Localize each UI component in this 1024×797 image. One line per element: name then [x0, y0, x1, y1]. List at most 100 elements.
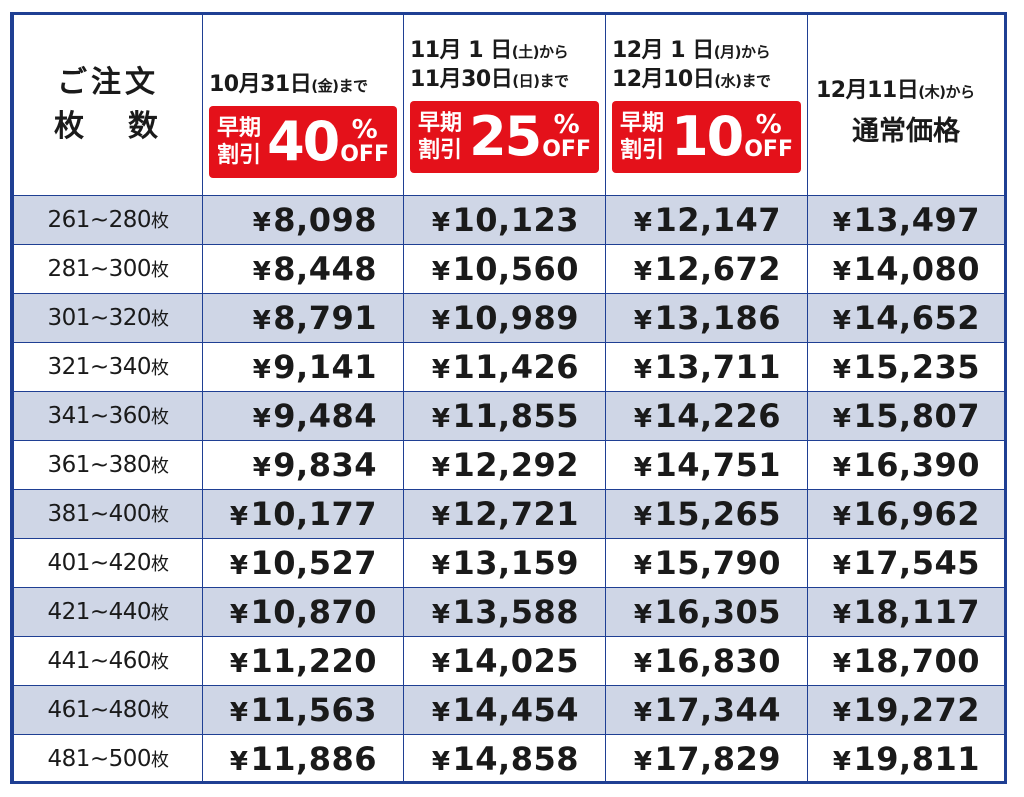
price-value: 19,811 — [853, 739, 980, 778]
yen-sign: ¥ — [633, 746, 653, 777]
price-value: 10,527 — [250, 543, 377, 582]
yen-sign: ¥ — [229, 648, 249, 679]
quantity-unit: 枚 — [151, 210, 169, 232]
price-cell-reg: ¥16,390 — [807, 439, 1005, 489]
price-value: 11,886 — [250, 739, 377, 778]
quantity-cell: 261~280枚 — [13, 194, 203, 244]
table-row: 441~460枚 ¥11,220 ¥14,025 ¥16,830 ¥18,700 — [13, 635, 1005, 685]
price-value: 14,858 — [452, 739, 579, 778]
price-value: 12,721 — [452, 494, 579, 533]
price-cell-p40: ¥10,870 — [202, 586, 404, 636]
period-weekday: (木)から — [918, 83, 975, 102]
price-cell-reg: ¥17,545 — [807, 537, 1005, 587]
badge-label-early: 早期 — [620, 110, 665, 136]
price-table-frame: ご注文 枚数 10月31日(金)まで 早期 割引 40 % OFF 11月 1 日(… — [10, 12, 1007, 784]
price-cell-p10: ¥15,265 — [605, 488, 808, 538]
price-value: 14,652 — [853, 298, 980, 337]
price-cell-p25: ¥13,588 — [403, 586, 606, 636]
price-value: 14,454 — [452, 690, 579, 729]
quantity-cell: 401~420枚 — [13, 537, 203, 587]
yen-sign: ¥ — [252, 452, 272, 483]
table-row: 261~280枚 ¥8,098 ¥10,123 ¥12,147 ¥13,497 — [13, 194, 1005, 244]
yen-sign: ¥ — [431, 452, 451, 483]
price-value: 10,123 — [452, 200, 579, 239]
quantity-cell: 441~460枚 — [13, 635, 203, 685]
price-cell-p40: ¥11,563 — [202, 684, 404, 734]
yen-sign: ¥ — [832, 550, 852, 581]
regular-price-title: 通常価格 — [852, 116, 960, 148]
price-value: 15,235 — [853, 347, 980, 386]
period-weekday: (日)まで — [512, 71, 569, 90]
period-header-10: 12月 1 日(月)から 12月10日(水)まで 早期 割引 10 % OFF — [605, 15, 808, 195]
price-value: 16,962 — [853, 494, 980, 533]
badge-percent: 10 — [671, 104, 744, 168]
price-cell-reg: ¥16,962 — [807, 488, 1005, 538]
price-cell-p25: ¥12,721 — [403, 488, 606, 538]
yen-sign: ¥ — [431, 697, 451, 728]
period-date: 12月11日 — [816, 78, 919, 104]
badge-off: OFF — [744, 136, 793, 162]
badge-percent-sign: % — [351, 115, 378, 146]
price-value: 15,790 — [654, 543, 781, 582]
price-cell-p40: ¥10,527 — [202, 537, 404, 587]
quantity-range: 281~300 — [47, 255, 152, 282]
quantity-unit: 枚 — [151, 749, 169, 771]
price-cell-p40: ¥9,834 — [202, 439, 404, 489]
quantity-unit: 枚 — [151, 308, 169, 330]
price-cell-p25: ¥10,989 — [403, 292, 606, 342]
price-value: 12,147 — [654, 200, 781, 239]
yen-sign: ¥ — [633, 501, 653, 532]
yen-sign: ¥ — [832, 354, 852, 385]
quantity-header: ご注文 枚 数 — [13, 15, 203, 195]
price-value: 12,292 — [452, 445, 579, 484]
period-date: 11月30日 — [410, 66, 513, 92]
price-cell-reg: ¥18,117 — [807, 586, 1005, 636]
badge-label-early: 早期 — [418, 110, 463, 136]
price-cell-p10: ¥12,147 — [605, 194, 808, 244]
badge-percent: 25 — [469, 104, 542, 168]
period-date: 12月 1 日 — [612, 37, 714, 63]
yen-sign: ¥ — [252, 256, 272, 287]
yen-sign: ¥ — [832, 256, 852, 287]
price-cell-reg: ¥18,700 — [807, 635, 1005, 685]
quantity-range: 461~480 — [47, 696, 152, 723]
price-value: 8,791 — [273, 298, 377, 337]
yen-sign: ¥ — [832, 746, 852, 777]
price-value: 16,390 — [853, 445, 980, 484]
yen-sign: ¥ — [832, 599, 852, 630]
price-value: 10,560 — [452, 249, 579, 288]
yen-sign: ¥ — [633, 648, 653, 679]
table-row: 421~440枚 ¥10,870 ¥13,588 ¥16,305 ¥18,117 — [13, 586, 1005, 636]
badge-label-discount: 割引 — [620, 137, 665, 163]
quantity-unit: 枚 — [151, 406, 169, 428]
price-value: 17,829 — [654, 739, 781, 778]
table-row: 461~480枚 ¥11,563 ¥14,454 ¥17,344 ¥19,272 — [13, 684, 1005, 734]
yen-sign: ¥ — [633, 697, 653, 728]
price-cell-p10: ¥17,344 — [605, 684, 808, 734]
price-value: 14,080 — [853, 249, 980, 288]
price-value: 14,751 — [654, 445, 781, 484]
price-cell-reg: ¥14,652 — [807, 292, 1005, 342]
price-value: 13,588 — [452, 592, 579, 631]
discount-badge-25: 早期 割引 25 % OFF — [410, 100, 599, 173]
period-header-25: 11月 1 日(土)から 11月30日(日)まで 早期 割引 25 % OFF — [403, 15, 606, 195]
price-cell-p10: ¥12,672 — [605, 243, 808, 293]
quantity-unit: 枚 — [151, 259, 169, 281]
yen-sign: ¥ — [832, 403, 852, 434]
yen-sign: ¥ — [431, 599, 451, 630]
price-value: 15,265 — [654, 494, 781, 533]
yen-sign: ¥ — [633, 403, 653, 434]
yen-sign: ¥ — [431, 256, 451, 287]
badge-off: OFF — [542, 136, 591, 162]
yen-sign: ¥ — [229, 550, 249, 581]
badge-off: OFF — [340, 142, 389, 168]
yen-sign: ¥ — [252, 305, 272, 336]
quantity-cell: 381~400枚 — [13, 488, 203, 538]
yen-sign: ¥ — [252, 354, 272, 385]
price-cell-p10: ¥13,711 — [605, 341, 808, 391]
quantity-unit: 枚 — [151, 602, 169, 624]
price-cell-p10: ¥14,751 — [605, 439, 808, 489]
price-value: 11,220 — [250, 641, 377, 680]
price-value: 9,834 — [273, 445, 377, 484]
price-cell-p25: ¥11,855 — [403, 390, 606, 440]
